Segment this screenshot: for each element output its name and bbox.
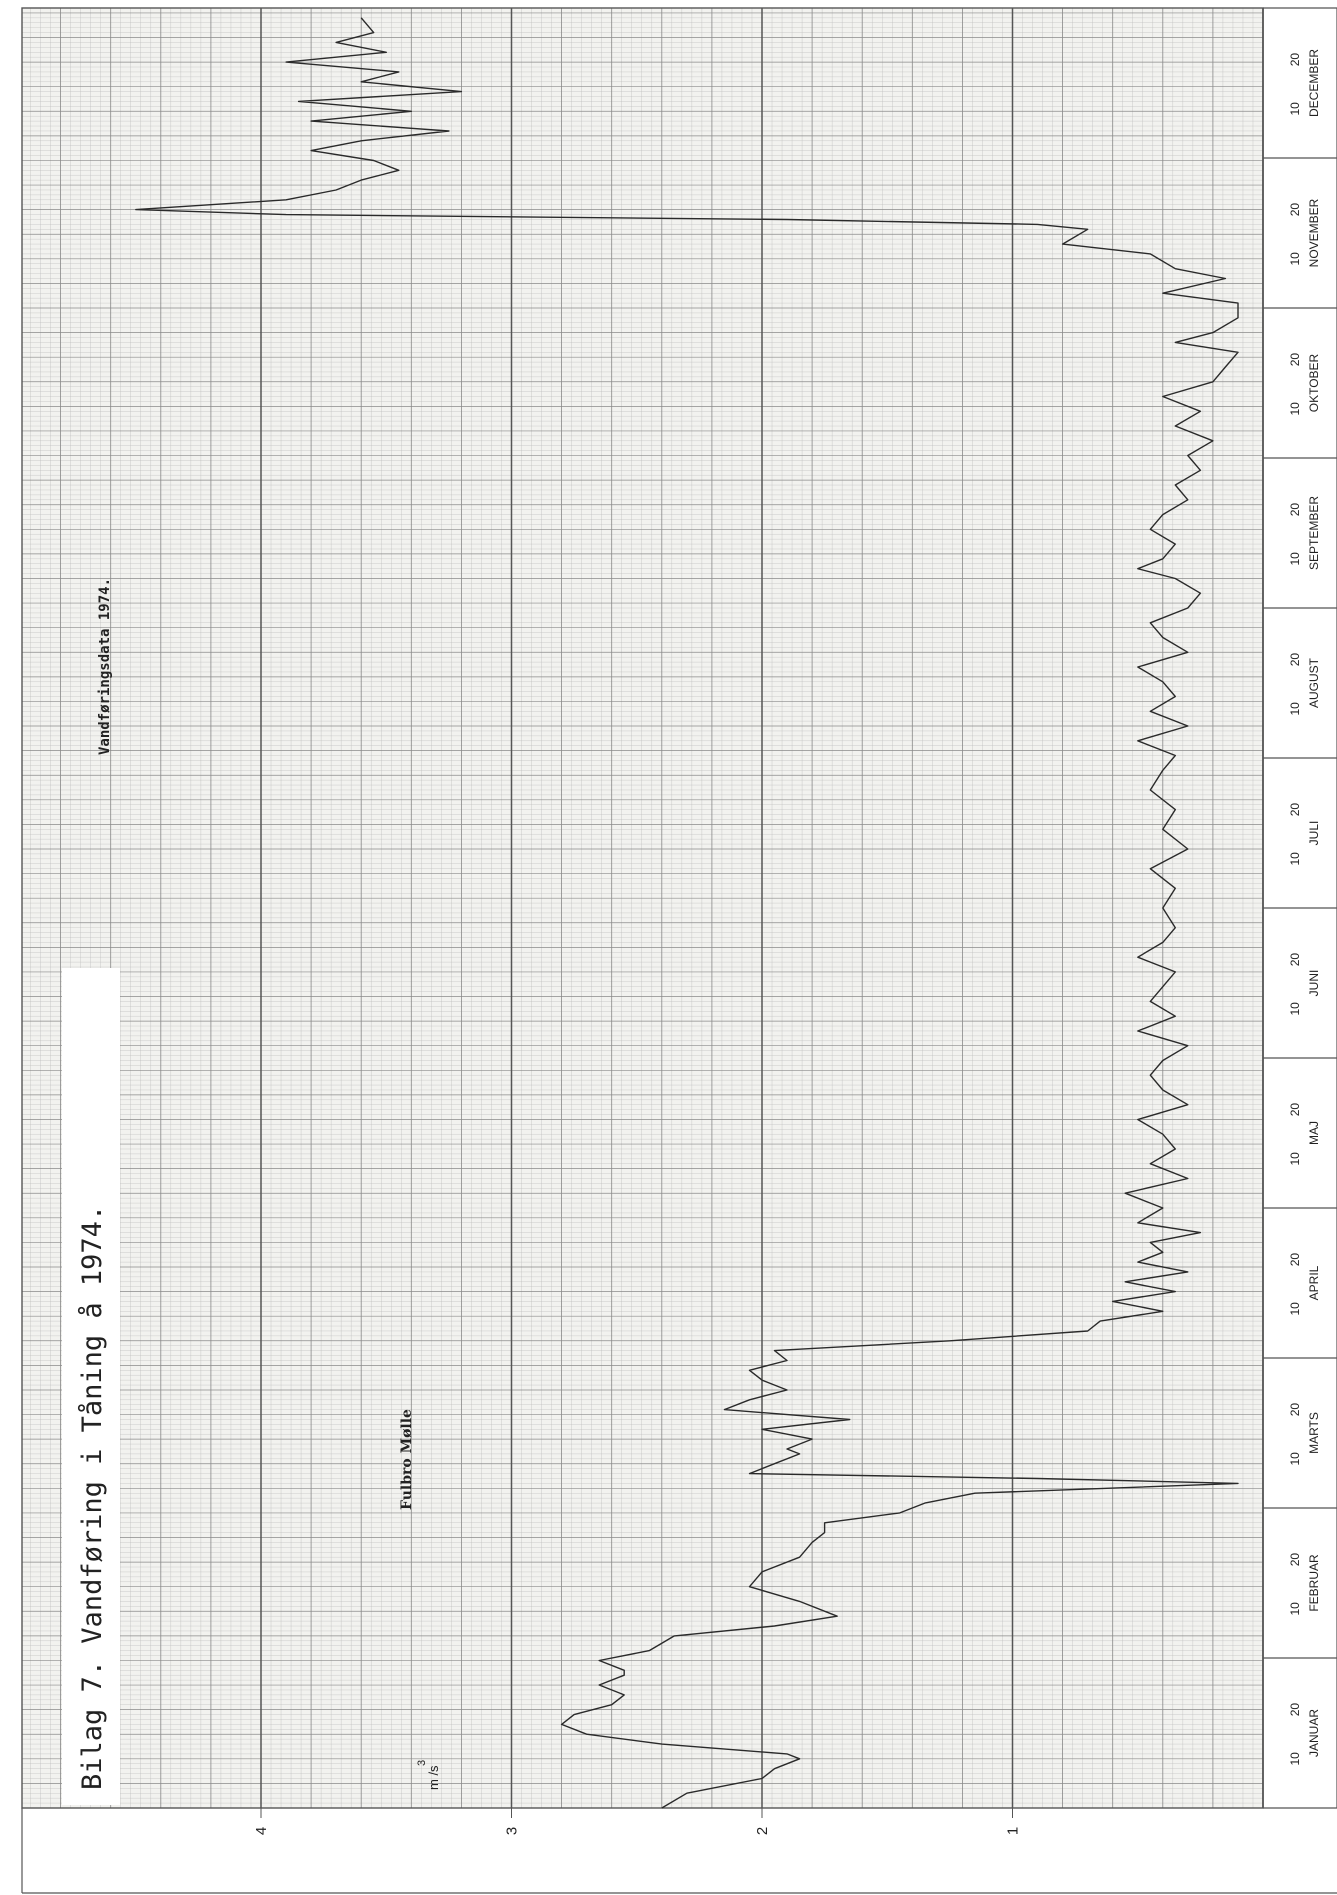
- month-label: FEBRUAR: [1307, 1554, 1321, 1612]
- day-tick-label: 20: [1288, 503, 1302, 517]
- month-label: APRIL: [1307, 1265, 1321, 1300]
- unit-exponent: 3: [416, 1760, 428, 1766]
- title-box: [62, 968, 120, 1805]
- chart-subtitle: Vandføringsdata 1974.: [97, 578, 113, 755]
- station-label: Fulbro Mølle: [399, 1409, 415, 1510]
- month-axis: JANUAR 10 20 FEBRUAR 10 20 MARTS 10 20 APRIL 10 20 M…: [1263, 7, 1337, 1809]
- day-tick-label: 10: [1288, 1152, 1302, 1166]
- day-tick-label: 20: [1288, 653, 1302, 667]
- y-tick-label: 4: [253, 1827, 270, 1835]
- day-tick-label: 10: [1288, 702, 1302, 716]
- day-tick-label: 10: [1288, 852, 1302, 866]
- month-label: JULI: [1307, 821, 1321, 846]
- day-tick-label: 10: [1288, 1002, 1302, 1016]
- day-tick-label: 10: [1288, 1602, 1302, 1616]
- day-tick-label: 20: [1288, 1703, 1302, 1717]
- day-tick-label: 20: [1288, 953, 1302, 967]
- page-title: Bilag 7. Vandføring i Tåning å 1974.: [77, 1205, 108, 1790]
- month-label: DECEMBER: [1307, 49, 1321, 117]
- grid-fine: [22, 8, 1263, 1808]
- y-axis: 1 2 3 4: [21, 1808, 1337, 1894]
- month-label: SEPTEMBER: [1307, 496, 1321, 570]
- month-label: NOVEMBER: [1307, 198, 1321, 267]
- month-label: AUGUST: [1307, 657, 1321, 708]
- day-tick-label: 10: [1288, 102, 1302, 116]
- y-tick-label: 2: [754, 1827, 771, 1835]
- y-tick-label: 1: [1005, 1827, 1022, 1835]
- day-tick-label: 20: [1288, 203, 1302, 217]
- day-tick-label: 10: [1288, 552, 1302, 566]
- y-tick-label: 3: [504, 1827, 521, 1835]
- day-tick-label: 20: [1288, 353, 1302, 367]
- series-line: [135, 17, 1239, 1809]
- day-tick-label: 10: [1288, 1752, 1302, 1766]
- day-tick-label: 20: [1288, 1403, 1302, 1417]
- data-series: [135, 17, 1239, 1809]
- month-label: MAJ: [1307, 1121, 1321, 1145]
- day-tick-label: 20: [1288, 1553, 1302, 1567]
- unit-label: 3 m /s: [416, 1760, 441, 1790]
- day-tick-label: 10: [1288, 1452, 1302, 1466]
- unit-text: m /s: [426, 1765, 441, 1790]
- day-tick-label: 20: [1288, 803, 1302, 817]
- day-tick-label: 20: [1288, 1253, 1302, 1267]
- day-tick-label: 20: [1288, 53, 1302, 67]
- day-tick-label: 20: [1288, 1103, 1302, 1117]
- day-tick-label: 10: [1288, 402, 1302, 416]
- day-tick-label: 10: [1288, 252, 1302, 266]
- month-label: MARTS: [1307, 1412, 1321, 1454]
- month-label: JANUAR: [1307, 1709, 1321, 1757]
- day-tick-label: 10: [1288, 1302, 1302, 1316]
- month-label: OKTOBER: [1307, 353, 1321, 412]
- month-label: JUNI: [1307, 970, 1321, 997]
